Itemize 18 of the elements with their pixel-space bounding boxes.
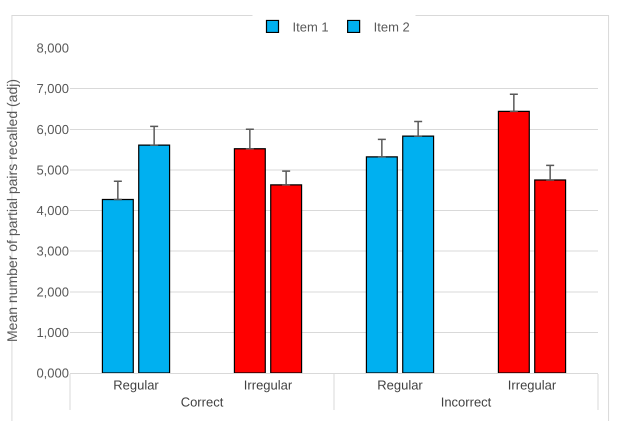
y-tick-label: 8,000 — [36, 40, 69, 56]
x-tick-label: Irregular — [508, 378, 557, 393]
x-tick-label: Regular — [377, 378, 424, 393]
y-tick-label: 5,000 — [36, 162, 69, 178]
y-tick-label: 0,000 — [36, 366, 69, 381]
y-tick-label: 3,000 — [36, 244, 69, 259]
text: Incorrect — [440, 394, 492, 410]
y-tick-label: 2,000 — [36, 284, 69, 300]
legend-label: Item 1 — [292, 20, 329, 35]
y-axis-title: Mean number of partial pairs recalled (adj) — [4, 78, 20, 342]
y-tick-label: 7,000 — [36, 81, 69, 96]
y-tick-label: 6,000 — [36, 122, 69, 137]
y-tick-label: 4,000 — [36, 203, 69, 218]
text: Correct — [180, 394, 224, 410]
x-tick-label: Irregular — [244, 378, 293, 393]
x-tick-label: Regular — [113, 378, 160, 393]
y-tick-label: 1,000 — [36, 324, 69, 340]
legend-label: Item 2 — [374, 20, 410, 35]
